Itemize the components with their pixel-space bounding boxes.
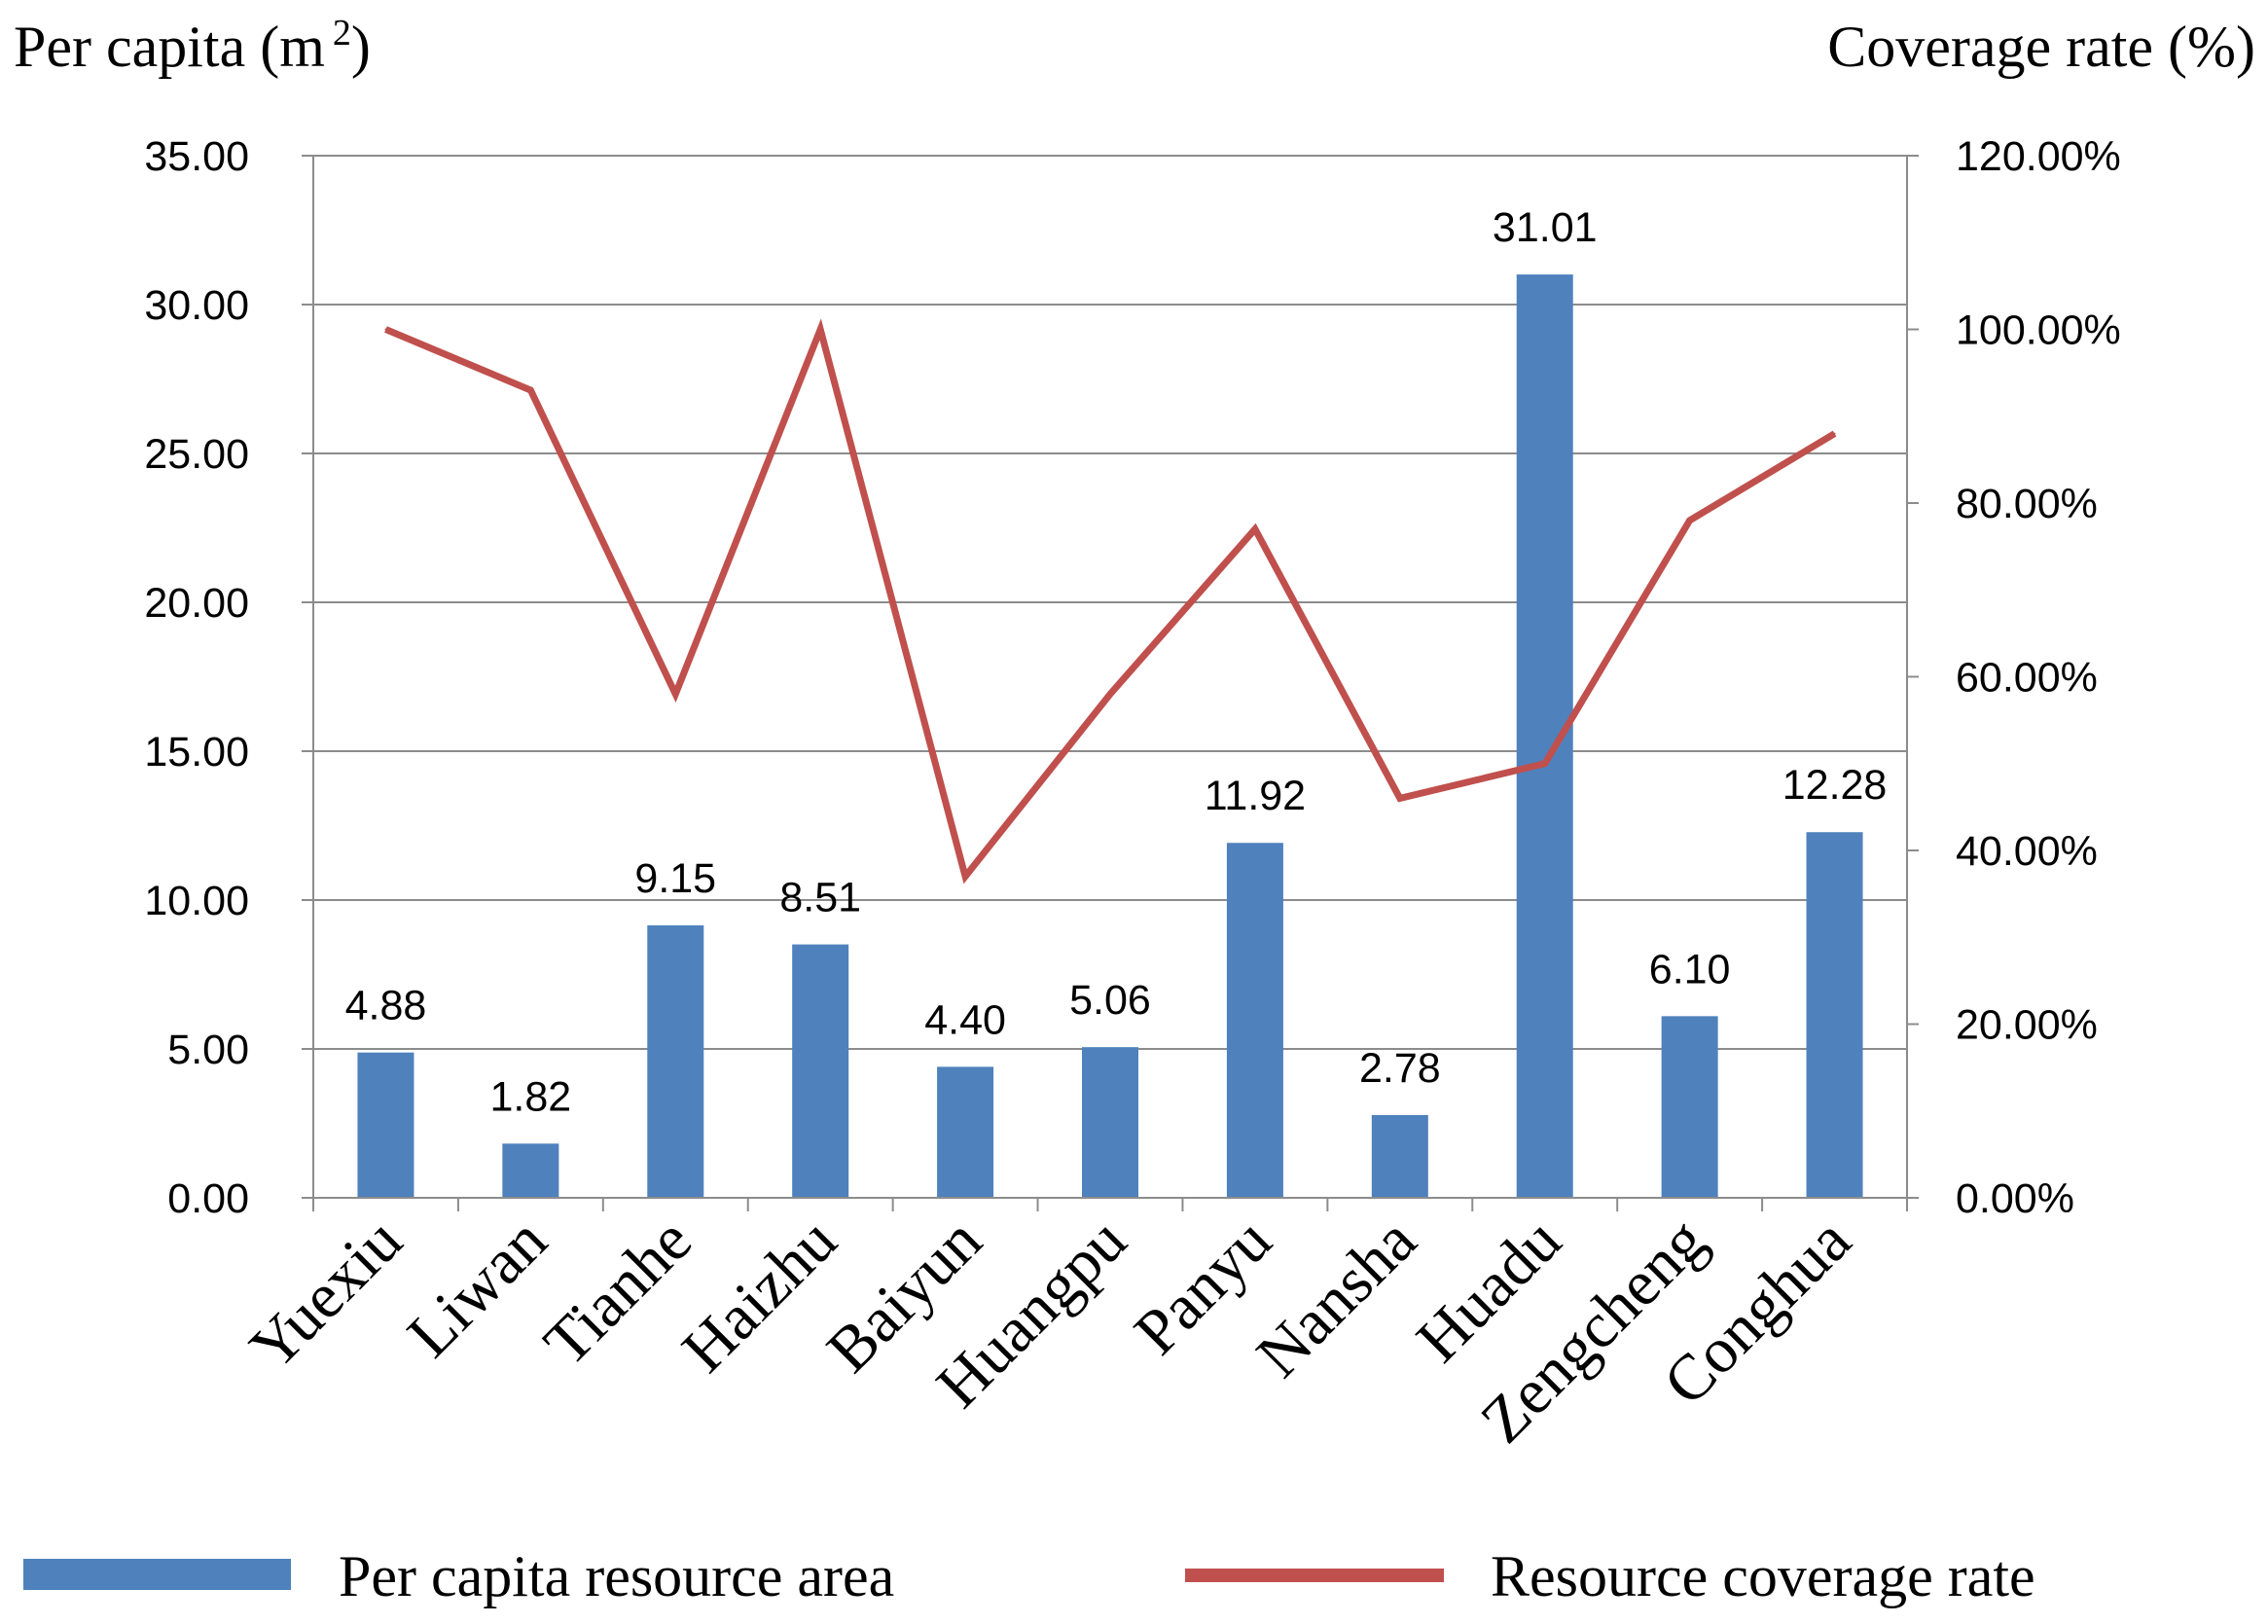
line-point [674,693,677,696]
y2-tick-label: 40.00% [1956,828,2098,875]
y2-tick-label: 20.00% [1956,1002,2098,1049]
bar-value-label: 12.28 [1782,762,1888,809]
y-tick-label: 10.00 [144,878,249,924]
x-tick-label: Tianhe [530,1205,705,1380]
line-point [1688,519,1691,522]
bar-value-label: 9.15 [634,855,716,902]
x-tick-label: Nansha [1243,1205,1430,1391]
gridlines [313,155,1907,1050]
line-point [1543,762,1546,765]
y-tick-label: 35.00 [144,133,249,180]
y2-tick-label: 60.00% [1956,655,2098,702]
y-tick-label: 5.00 [167,1027,249,1073]
bar-value-label: 6.10 [1649,946,1731,992]
x-tick-label: Liwan [394,1205,560,1371]
line-point [1398,797,1401,800]
bar [357,1052,414,1198]
bar-value-label: 11.92 [1205,773,1306,819]
y-axis-title: Per capita (m 2) [14,13,371,79]
legend: Per capita resource area Resource covera… [23,1544,2035,1608]
bar [1806,832,1863,1198]
legend-label-line: Resource coverage rate [1491,1544,2035,1608]
bar [1371,1114,1428,1198]
bar-value-label: 4.88 [345,983,427,1029]
line-point [1833,432,1836,435]
bar-value-label: 5.06 [1069,977,1151,1024]
legend-swatch-bar [23,1559,291,1590]
line-point [384,328,387,331]
coverage-line-group [384,318,1837,884]
x-tick-label: Haizhu [668,1205,849,1386]
bar [1082,1047,1138,1198]
y-tick-label: 0.00 [167,1175,249,1222]
bar [937,1066,994,1198]
bar [502,1143,559,1198]
y2-tick-label: 100.00% [1956,307,2121,354]
bar-value-label: 4.40 [924,996,1006,1043]
y2-axis-title: Coverage rate (%) [1827,15,2255,79]
line-point [819,328,822,331]
bar [647,925,704,1198]
bar-value-label: 8.51 [779,875,861,921]
y-tick-label: 30.00 [144,282,249,329]
line-point [964,875,967,878]
bar-value-label: 31.01 [1493,204,1598,251]
y-tick-label: 15.00 [144,729,249,776]
bar-value-label: 1.82 [490,1073,572,1120]
line-point [1253,527,1256,530]
bar [792,944,849,1198]
bar [1661,1016,1718,1198]
legend-swatch-line [1185,1569,1444,1582]
y2-tick-label: 120.00% [1956,133,2121,180]
data-labels: 4.88 1.82 9.15 8.51 4.40 5.06 11.92 2.78 31.01 6.… [345,204,1888,1120]
y-tick-label: 25.00 [144,431,249,478]
bars [357,274,1863,1198]
x-tick-label: Yuexiu [236,1205,415,1384]
line-point [1109,693,1111,696]
y2-tick-label: 0.00% [1956,1175,2074,1222]
bar [1226,843,1283,1198]
bar-value-label: 2.78 [1359,1045,1441,1092]
y-tick-label: 20.00 [144,580,249,627]
line-point [529,388,532,391]
y2-tick-label: 80.00% [1956,481,2098,527]
legend-label-bar: Per capita resource area [339,1544,894,1608]
